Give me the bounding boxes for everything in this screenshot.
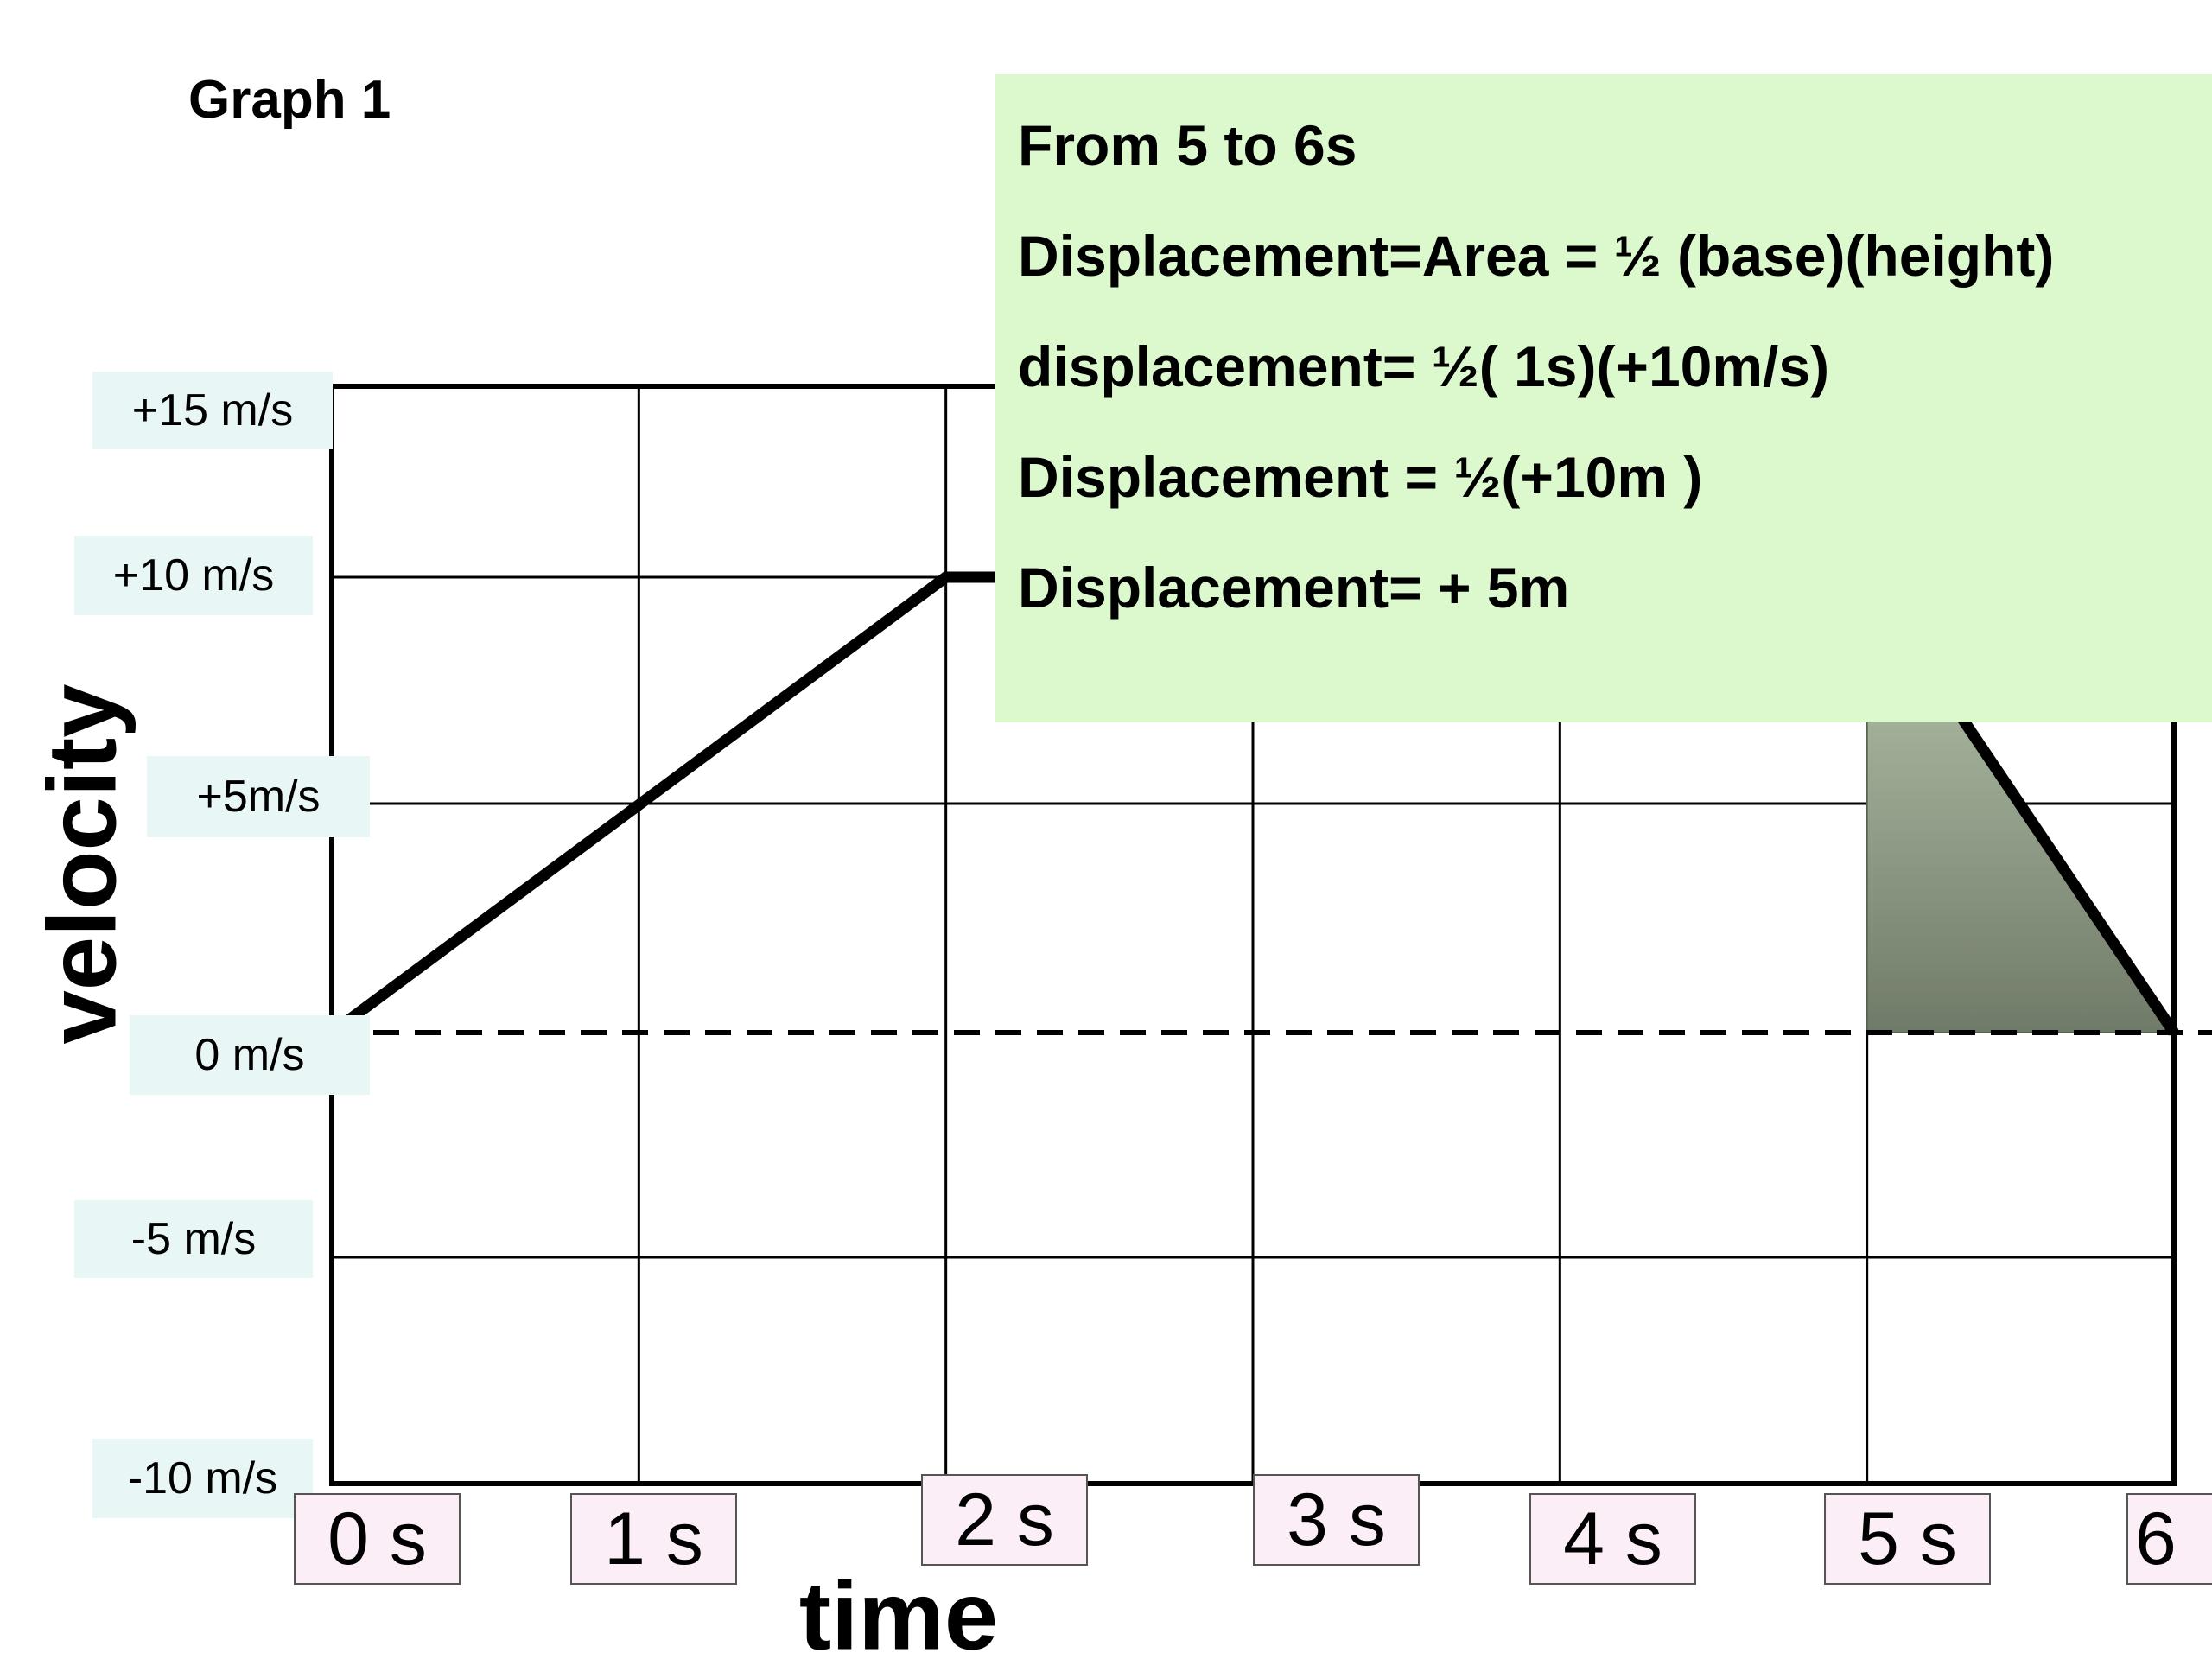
x-tick-label: 1 s [570,1493,737,1585]
x-tick-label: 5 s [1824,1493,1991,1585]
y-axis-label: velocity [27,683,138,1044]
graph-title: Graph 1 [188,69,391,130]
annotation-line: From 5 to 6s [1018,90,2212,200]
x-tick-label: 6 [2126,1493,2212,1585]
y-tick-label: +15 m/s [92,372,333,449]
x-tick-label: 2 s [921,1474,1088,1566]
annotation-line: Displacement = ½(+10m ) [1018,422,2212,532]
y-tick-label: -10 m/s [92,1439,313,1518]
y-tick-label: 0 m/s [130,1015,370,1095]
annotation-line: Displacement=Area = ½ (base)(height) [1018,200,2212,311]
annotation-line: Displacement= + 5m [1018,532,2212,643]
y-tick-label: +10 m/s [74,536,313,615]
annotation-box: From 5 to 6s Displacement=Area = ½ (base… [995,74,2212,722]
x-axis-label: time [799,1561,998,1672]
x-tick-label: 4 s [1529,1493,1696,1585]
y-tick-label: +5m/s [147,756,370,837]
annotation-line: displacement= ½( 1s)(+10m/s) [1018,311,2212,422]
x-tick-label: 0 s [294,1493,461,1585]
y-tick-label: -5 m/s [74,1200,313,1278]
x-tick-label: 3 s [1253,1474,1420,1566]
